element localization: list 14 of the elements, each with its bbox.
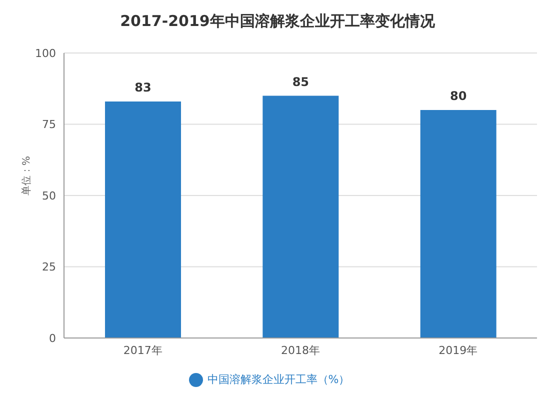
- data-label: 85: [292, 74, 310, 89]
- legend-label: 中国溶解浆企业开工率（%）: [207, 373, 350, 386]
- y-tick-label: 75: [42, 118, 56, 132]
- x-tick-label: 2019年: [438, 344, 478, 357]
- y-tick-label: 0: [49, 332, 56, 345]
- x-tick-label: 2017年: [123, 344, 162, 357]
- y-tick-label: 25: [42, 260, 56, 274]
- y-tick-label: 50: [42, 189, 56, 202]
- chart-title: 2017-2019年中国溶解浆企业开工率变化情况: [119, 11, 436, 32]
- data-label: 83: [134, 80, 152, 94]
- data-label: 80: [450, 89, 467, 103]
- y-axis-title: 单位：%: [20, 156, 33, 196]
- y-tick-label: 100: [35, 46, 56, 60]
- x-tick-label: 2018年: [281, 344, 320, 357]
